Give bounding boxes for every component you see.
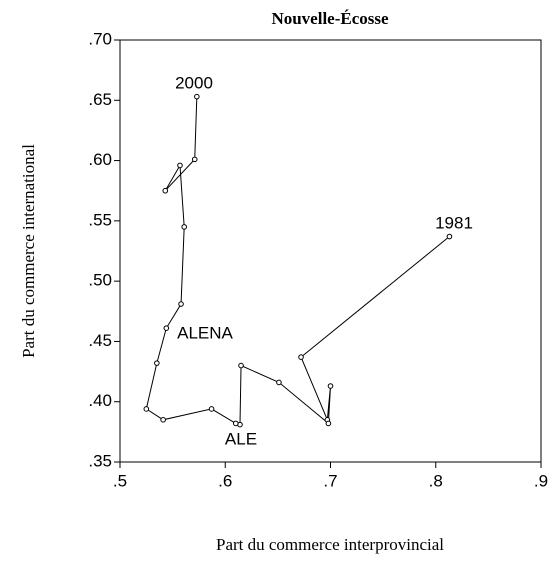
series-line — [145, 96, 450, 426]
y-tick-label: .50 — [88, 271, 112, 290]
y-axis-label: Part du commerce international — [19, 144, 38, 358]
annotation: 2000 — [175, 73, 213, 92]
y-tick-label: .35 — [88, 451, 112, 470]
data-point — [191, 156, 198, 163]
y-tick-label: .55 — [88, 210, 112, 229]
data-point — [154, 360, 160, 366]
data-point — [181, 224, 188, 230]
data-point — [208, 406, 215, 412]
y-tick-label: .60 — [88, 150, 112, 169]
data-point — [232, 420, 239, 427]
data-point — [325, 420, 332, 427]
x-tick-label: .9 — [534, 471, 548, 490]
data-point — [238, 362, 244, 369]
data-point — [327, 383, 334, 389]
data-point — [143, 406, 150, 412]
data-point — [178, 301, 184, 307]
x-tick-label: .5 — [113, 471, 127, 490]
data-point — [194, 93, 200, 100]
x-tick-label: .6 — [218, 471, 232, 490]
data-point — [160, 417, 166, 423]
data-point — [276, 379, 282, 386]
annotation: ALENA — [177, 323, 233, 342]
annotation: 1981 — [435, 213, 473, 232]
chart-title: Nouvelle-Écosse — [271, 9, 389, 28]
data-point — [162, 187, 169, 194]
x-tick-label: .8 — [429, 471, 443, 490]
y-tick-label: .40 — [88, 391, 112, 410]
annotation: ALE — [225, 429, 257, 448]
y-tick-label: .45 — [88, 331, 112, 350]
x-axis-label: Part du commerce interprovincial — [216, 535, 444, 554]
data-point — [177, 162, 183, 169]
data-point — [298, 354, 304, 360]
x-tick-label: .7 — [323, 471, 337, 490]
y-tick-label: .70 — [88, 29, 112, 48]
y-tick-label: .65 — [88, 90, 112, 109]
data-point — [163, 325, 170, 331]
data-point — [446, 233, 453, 240]
